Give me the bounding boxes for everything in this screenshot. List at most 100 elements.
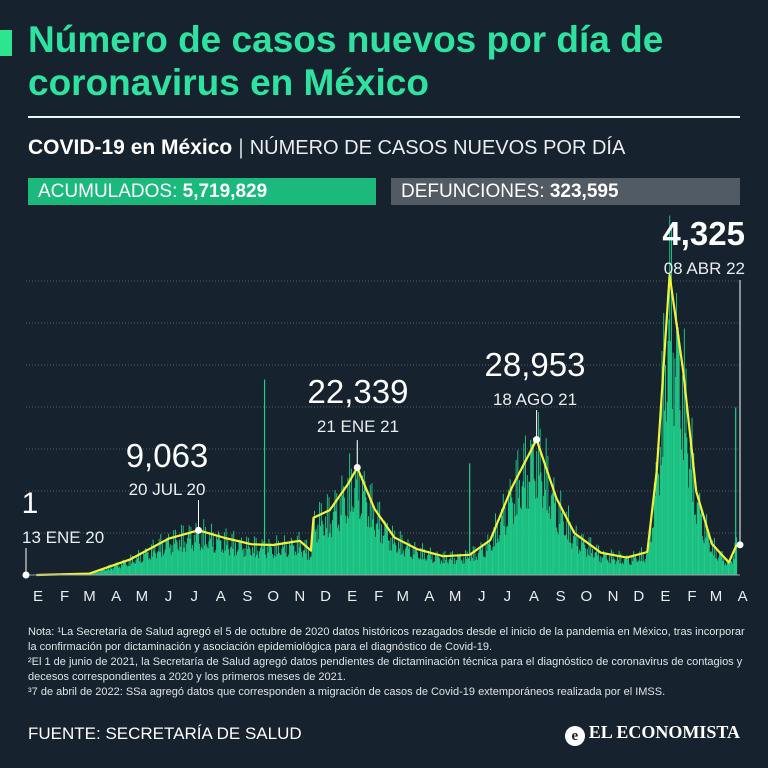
- bar: [484, 557, 486, 575]
- bar: [595, 552, 597, 575]
- bar: [672, 352, 674, 575]
- bar: [173, 530, 175, 575]
- bar: [466, 551, 468, 575]
- bar: [536, 451, 538, 575]
- x-tick-label: D: [633, 588, 644, 605]
- bar: [356, 441, 358, 575]
- x-tick-label: D: [320, 588, 331, 605]
- bar: [430, 559, 432, 575]
- bar: [441, 563, 443, 575]
- bar: [114, 566, 115, 575]
- bar: [311, 538, 313, 575]
- bar: [588, 537, 590, 575]
- bar: [259, 547, 261, 575]
- bar: [620, 553, 622, 575]
- bar: [242, 548, 244, 575]
- bar: [162, 543, 163, 575]
- bar: [731, 563, 733, 575]
- bar: [386, 525, 387, 575]
- bar: [146, 552, 148, 575]
- bar: [727, 563, 729, 575]
- bar: [666, 401, 668, 575]
- bar: [299, 547, 301, 575]
- bar: [722, 561, 724, 575]
- bar: [649, 542, 651, 575]
- bar: [504, 506, 506, 575]
- bar: [483, 556, 484, 575]
- bar: [644, 562, 646, 575]
- bar: [706, 514, 708, 575]
- bar: [238, 540, 240, 575]
- bar: [578, 553, 580, 575]
- bar: [403, 550, 405, 575]
- bar: [325, 516, 327, 575]
- bar: [307, 550, 309, 575]
- bar: [326, 494, 328, 575]
- bar: [217, 531, 219, 575]
- bar: [519, 507, 521, 575]
- bar: [227, 539, 229, 575]
- bar: [581, 542, 583, 575]
- bar: [142, 561, 144, 575]
- bar: [226, 545, 228, 575]
- bar: [308, 560, 310, 575]
- bar: [513, 523, 514, 575]
- bar: [497, 538, 499, 575]
- bar: [530, 439, 532, 575]
- bar: [207, 548, 209, 575]
- bar: [600, 562, 602, 575]
- bar: [610, 549, 612, 575]
- bar: [162, 555, 164, 575]
- bar: [407, 539, 409, 575]
- bar: [338, 524, 339, 575]
- bar: [91, 573, 93, 575]
- bar: [431, 553, 433, 575]
- bar: [398, 548, 400, 575]
- bar: [275, 556, 277, 575]
- deaths-badge: DEFUNCIONES: 323,595: [391, 178, 740, 205]
- bar: [274, 543, 276, 575]
- bar: [425, 560, 427, 575]
- bar: [579, 549, 581, 575]
- bar: [638, 560, 640, 575]
- bar: [429, 547, 431, 575]
- bar: [156, 552, 158, 575]
- x-tick-label: F: [687, 588, 696, 605]
- bar: [172, 552, 174, 575]
- bar: [334, 490, 336, 575]
- bar: [258, 558, 260, 575]
- bar: [523, 443, 525, 575]
- bar: [618, 550, 620, 575]
- bar: [434, 561, 436, 575]
- bar: [182, 525, 184, 575]
- bar: [656, 470, 658, 575]
- bar: [701, 535, 703, 575]
- bar: [180, 546, 182, 575]
- bar: [625, 556, 627, 575]
- bar: [134, 563, 136, 575]
- bar: [229, 555, 230, 575]
- bar: [528, 481, 530, 575]
- bar: [298, 531, 300, 575]
- bar: [363, 471, 365, 575]
- bar: [307, 559, 309, 575]
- bar: [171, 545, 173, 575]
- bar: [402, 553, 404, 575]
- subtitle-country: COVID-19 en México: [28, 136, 233, 159]
- bar: [500, 521, 502, 575]
- bar: [132, 555, 133, 575]
- bar: [516, 514, 518, 575]
- bar: [697, 503, 699, 575]
- bar: [613, 558, 615, 575]
- bar: [203, 519, 205, 575]
- bar: [454, 564, 456, 575]
- bar: [194, 542, 196, 575]
- bar: [519, 480, 520, 575]
- bar: [511, 497, 513, 575]
- x-tick-label: A: [111, 588, 121, 605]
- bar: [653, 482, 655, 575]
- bar: [603, 550, 605, 575]
- bar: [645, 558, 647, 575]
- bar: [390, 537, 392, 575]
- bar: [708, 542, 710, 575]
